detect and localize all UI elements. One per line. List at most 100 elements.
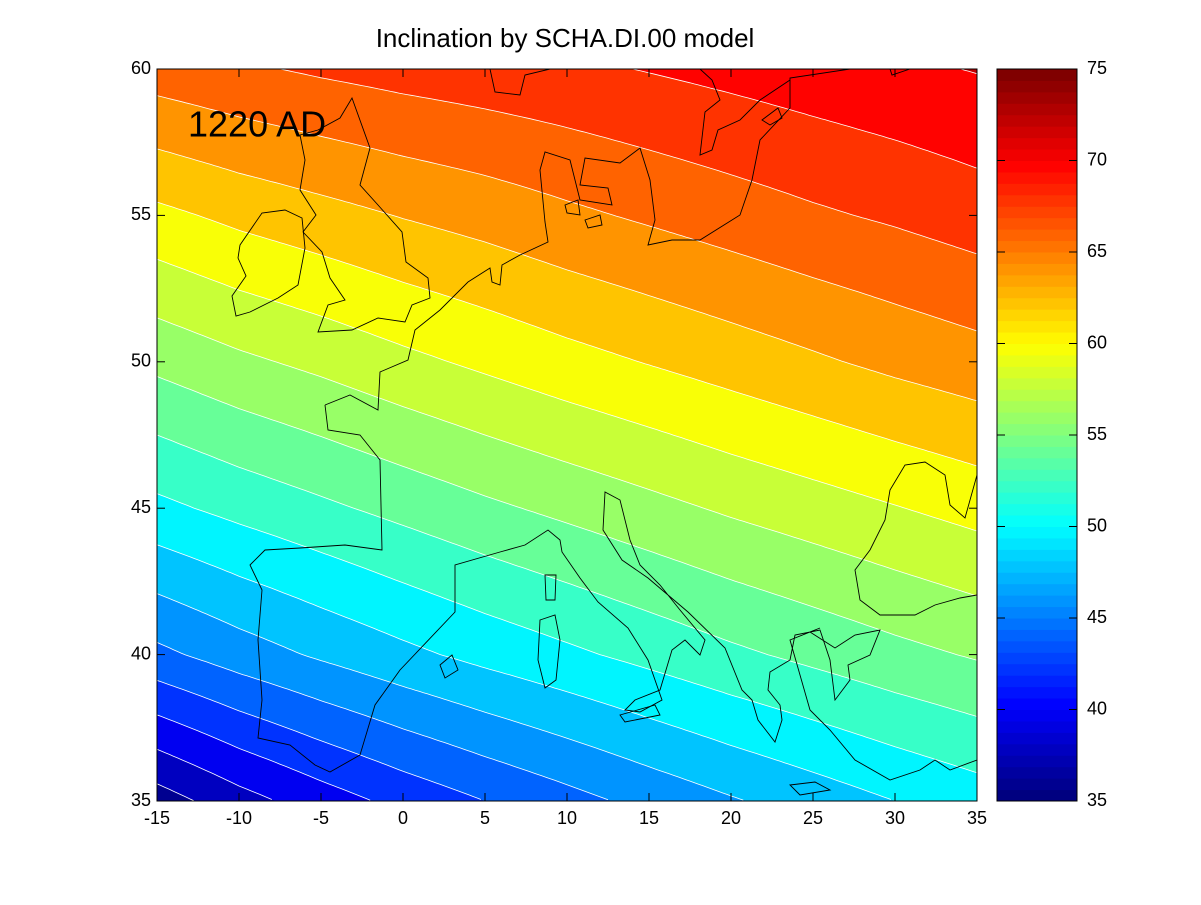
colorbar-segment — [997, 583, 1077, 596]
colorbar-segment — [997, 423, 1077, 436]
contour-line — [157, 317, 977, 597]
y-tick-label: 45 — [131, 497, 151, 517]
coastlines — [231, 69, 977, 796]
y-tick-label: 35 — [131, 790, 151, 810]
colorbar-tick-label: 55 — [1087, 424, 1107, 444]
y-tick-label: 50 — [131, 351, 151, 371]
colorbar-segment — [997, 217, 1077, 230]
islands-north — [564, 107, 783, 229]
contour-layer — [157, 69, 977, 801]
x-tick-label: -15 — [144, 808, 170, 828]
colorbar-segment — [997, 618, 1077, 630]
colorbar-segment — [997, 194, 1077, 207]
colorbar-segment — [997, 652, 1077, 665]
colorbar-segment — [997, 526, 1077, 539]
y-tick-label: 60 — [131, 58, 151, 78]
contour-line — [157, 493, 977, 774]
colorbar-segment — [997, 595, 1077, 608]
colorbar-segment — [997, 789, 1077, 802]
colorbar-segment — [997, 183, 1077, 196]
colorbar-segment — [997, 309, 1077, 322]
y-tick-label: 55 — [131, 204, 151, 224]
x-tick-label: 5 — [480, 808, 490, 828]
x-tick-label: 25 — [803, 808, 823, 828]
colorbar-segment — [997, 297, 1077, 310]
contour-line — [157, 783, 195, 801]
colorbar-segment — [997, 286, 1077, 299]
colorbar-tick-label: 60 — [1087, 332, 1107, 352]
colorbar — [997, 69, 1077, 802]
x-tick-label: -5 — [313, 808, 329, 828]
colorbar-segment — [997, 778, 1077, 791]
islands-south — [439, 574, 832, 796]
contour-line — [157, 258, 977, 532]
colorbar-segment — [997, 515, 1077, 527]
colorbar-segment — [997, 263, 1077, 276]
colorbar-tick-label: 65 — [1087, 241, 1107, 261]
colorbar-segment — [997, 80, 1077, 93]
colorbar-segment — [997, 377, 1077, 390]
scandinavia — [489, 69, 911, 156]
colorbar-tick-label: 35 — [1087, 790, 1107, 810]
colorbar-segment — [997, 675, 1077, 688]
colorbar-segment — [997, 252, 1077, 264]
contour-line — [632, 69, 977, 169]
colorbar-segment — [997, 720, 1077, 733]
colorbar-segment — [997, 663, 1077, 676]
colorbar-segment — [997, 229, 1077, 242]
colorbar-segment — [997, 103, 1077, 116]
colorbar-segment — [997, 171, 1077, 184]
ireland — [231, 209, 306, 317]
colorbar-segment — [997, 640, 1077, 653]
chart-title: Inclination by SCHA.DI.00 model — [376, 23, 755, 53]
x-tick-label: 35 — [967, 808, 987, 828]
contour-band — [280, 69, 977, 254]
colorbar-segment — [997, 629, 1077, 642]
colorbar-segment — [997, 91, 1077, 104]
x-tick-label: 30 — [885, 808, 905, 828]
colorbar-segment — [997, 160, 1077, 173]
colorbar-segment — [997, 698, 1077, 710]
contour-line — [157, 95, 977, 332]
colorbar-segment — [997, 274, 1077, 287]
contour-line — [157, 434, 977, 717]
colorbar-segment — [997, 480, 1077, 493]
y-tick-label: 40 — [131, 643, 151, 663]
colorbar-segment — [997, 446, 1077, 459]
colorbar-segment — [997, 400, 1077, 413]
colorbar-tick-label: 40 — [1087, 698, 1107, 718]
contour-line — [157, 642, 609, 801]
contour-line — [157, 593, 744, 801]
continent-south — [249, 404, 977, 781]
colorbar-segment — [997, 457, 1077, 470]
colorbar-segment — [997, 389, 1077, 402]
black-sea — [854, 461, 977, 616]
colorbar-segment — [997, 492, 1077, 505]
colorbar-segment — [997, 332, 1077, 344]
contour-line — [157, 376, 977, 661]
colorbar-segment — [997, 755, 1077, 768]
colorbar-segment — [997, 686, 1077, 699]
colorbar-segment — [997, 206, 1077, 219]
britain — [299, 96, 431, 333]
colorbar-segment — [997, 114, 1077, 127]
colorbar-segment — [997, 240, 1077, 253]
contour-band — [632, 69, 977, 169]
colorbar-segment — [997, 354, 1077, 367]
colorbar-segment — [997, 149, 1077, 161]
colorbar-segment — [997, 560, 1077, 573]
colorbar-segment — [997, 435, 1077, 447]
colorbar-segment — [997, 320, 1077, 333]
colorbar-segment — [997, 412, 1077, 425]
x-tick-label: 15 — [639, 808, 659, 828]
colorbar-tick-label: 50 — [1087, 515, 1107, 535]
x-tick-label: 10 — [557, 808, 577, 828]
contour-line — [960, 69, 977, 75]
colorbar-segment — [997, 537, 1077, 550]
x-tick-label: -10 — [226, 808, 252, 828]
contour-line — [157, 148, 977, 402]
x-tick-label: 0 — [398, 808, 408, 828]
contour-line — [279, 69, 977, 255]
colorbar-tick-label: 75 — [1087, 58, 1107, 78]
